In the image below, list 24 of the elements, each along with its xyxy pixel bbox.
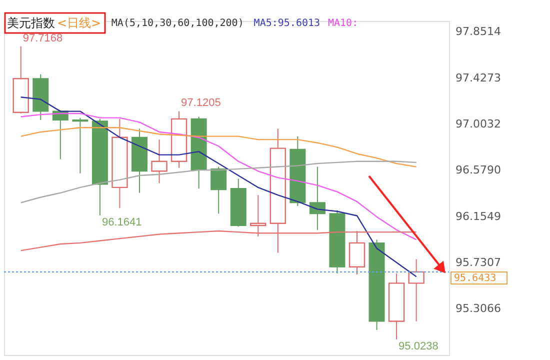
y-tick-label: 97.8514 bbox=[456, 25, 501, 38]
annotation: 95.0238 bbox=[398, 340, 438, 352]
y-tick-label: 95.3066 bbox=[456, 302, 501, 316]
annotation: 96.1641 bbox=[102, 216, 142, 228]
chart-title: 美元指数 bbox=[7, 16, 55, 30]
candlestick bbox=[210, 166, 227, 214]
candlestick bbox=[151, 139, 168, 184]
candlestick bbox=[72, 117, 88, 174]
y-tick-label: 97.0032 bbox=[456, 118, 501, 131]
annotation: <日线> bbox=[57, 16, 102, 30]
y-tick-label: 96.5790 bbox=[456, 164, 501, 177]
annotation: 97.7168 bbox=[22, 32, 63, 44]
annotation: MA(5,10,30,60,100,200) bbox=[111, 18, 244, 29]
candlestick bbox=[309, 166, 326, 230]
y-tick-label: 96.1549 bbox=[456, 210, 501, 223]
y-tick-label: 95.7307 bbox=[456, 256, 501, 269]
y-tick-label: 97.4273 bbox=[456, 71, 501, 84]
candlestick bbox=[408, 258, 424, 322]
annotation: MA10: bbox=[328, 18, 358, 29]
annotation: 97.1205 bbox=[181, 97, 221, 110]
line-series bbox=[20, 160, 417, 204]
ref-line-label: 95.6433 bbox=[454, 272, 496, 284]
line-series bbox=[20, 127, 417, 168]
annotation: MA5:95.6013 bbox=[254, 18, 320, 29]
